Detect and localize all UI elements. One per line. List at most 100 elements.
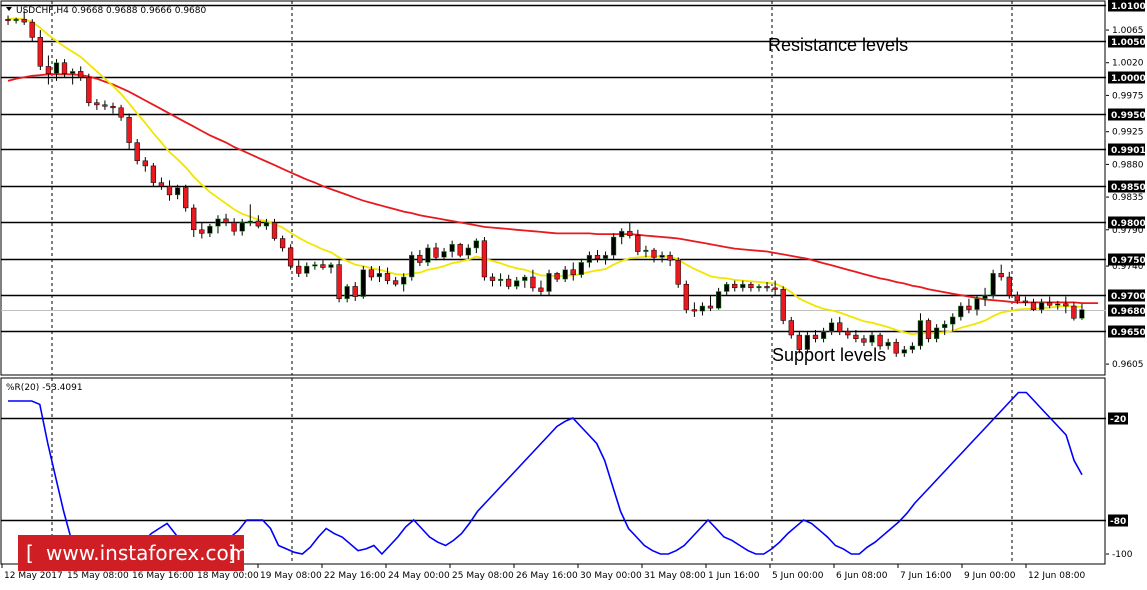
candle-body-28 <box>231 222 237 232</box>
candle-0 <box>5 15 11 25</box>
candle-body-46 <box>376 273 383 278</box>
candle-body-12 <box>102 104 108 107</box>
candle-72 <box>586 251 593 268</box>
candle-body-123 <box>998 273 1004 278</box>
candle-body-99 <box>804 334 811 350</box>
candle-54 <box>441 247 447 261</box>
candle-body-92 <box>748 283 754 289</box>
candle-body-84 <box>683 283 689 310</box>
candle-body-19 <box>158 182 165 187</box>
candle-body-54 <box>441 251 447 258</box>
candle-74 <box>602 251 609 265</box>
candle-body-15 <box>126 116 132 143</box>
level-label-0.9950: 0.9950 <box>1111 111 1146 121</box>
candle-body-86 <box>699 305 706 312</box>
candle-39 <box>320 260 326 270</box>
candle-body-57 <box>465 247 471 256</box>
xtick-label-3: 18 May 00:00 <box>197 571 259 581</box>
candle-111 <box>901 345 907 357</box>
candle-body-31 <box>255 220 261 227</box>
candle-body-24 <box>199 229 205 234</box>
level-label-box-1.0100 <box>1108 0 1145 12</box>
candle-124 <box>1006 271 1012 299</box>
candle-24 <box>199 222 205 239</box>
candle-15 <box>126 113 132 150</box>
candle-76 <box>619 228 625 245</box>
candle-body-51 <box>417 254 423 263</box>
candle-82 <box>667 251 673 267</box>
candle-body-43 <box>352 286 358 297</box>
watermark-box <box>18 535 244 571</box>
candle-94 <box>764 282 770 292</box>
main-panel-frame <box>0 0 1106 376</box>
candle-body-34 <box>279 238 286 249</box>
candle-body-129 <box>1046 302 1053 306</box>
candle-117 <box>950 313 956 332</box>
ytick-label-0.9975: 0.9975 <box>1112 91 1144 101</box>
candle-5 <box>45 55 52 85</box>
xtick-label-8: 26 May 16:00 <box>516 571 578 581</box>
candle-body-106 <box>861 338 867 343</box>
candle-2 <box>21 10 27 25</box>
watermark-bracket-left: [ <box>26 541 34 565</box>
candle-body-69 <box>562 269 568 280</box>
candle-body-120 <box>974 298 980 310</box>
candle-71 <box>578 258 584 278</box>
resistance-annotation: Resistance levels <box>768 35 908 55</box>
candle-8 <box>69 68 76 85</box>
candle-19 <box>158 177 165 190</box>
wr-level-box--20 <box>1108 412 1128 425</box>
candle-body-50 <box>409 254 415 278</box>
candle-12 <box>102 100 108 110</box>
candle-body-90 <box>732 283 738 289</box>
candle-55 <box>449 240 455 258</box>
level-label-box-0.9750 <box>1108 253 1145 266</box>
candle-66 <box>538 280 544 296</box>
candle-body-70 <box>570 269 576 276</box>
candle-127 <box>1030 298 1037 312</box>
xtick-label-9: 30 May 00:00 <box>580 571 642 581</box>
candle-78 <box>635 229 641 256</box>
candle-63 <box>514 276 520 290</box>
candle-106 <box>861 335 867 346</box>
candle-body-9 <box>78 71 84 78</box>
watermark-text: www.instaforex.com <box>46 541 248 565</box>
xtick-label-16: 12 Jun 08:00 <box>1028 571 1085 581</box>
candle-body-100 <box>812 334 819 339</box>
candle-body-79 <box>643 249 649 252</box>
candle-body-80 <box>651 249 657 258</box>
candle-body-101 <box>820 331 827 339</box>
candle-30 <box>247 204 253 227</box>
candle-body-10 <box>86 77 92 103</box>
candle-body-4 <box>37 37 43 67</box>
candle-body-42 <box>344 286 350 299</box>
candle-body-115 <box>933 327 940 339</box>
candle-body-81 <box>659 254 665 258</box>
candle-body-128 <box>1038 302 1045 310</box>
xtick-label-14: 7 Jun 16:00 <box>900 571 952 581</box>
wr-level-label--80: -80 <box>1110 517 1126 527</box>
candle-body-58 <box>473 240 479 249</box>
candle-body-39 <box>320 264 326 268</box>
ytick-label-0.9605: 0.9605 <box>1112 360 1144 370</box>
candle-75 <box>610 233 617 259</box>
candle-body-67 <box>546 273 552 292</box>
moving-average-yellow <box>7 17 1082 336</box>
candle-body-76 <box>619 230 625 238</box>
candle-body-74 <box>602 254 609 260</box>
candle-body-97 <box>788 320 794 336</box>
candle-50 <box>409 251 415 281</box>
candle-body-21 <box>174 187 181 196</box>
candle-43 <box>352 282 358 301</box>
wr-level-label--20: -20 <box>1110 415 1126 425</box>
candle-body-110 <box>893 342 899 354</box>
candle-body-53 <box>433 247 439 258</box>
candle-38 <box>312 261 318 270</box>
candle-93 <box>756 284 762 292</box>
ytick-label-0.9740: 0.9740 <box>1112 262 1144 272</box>
candle-body-121 <box>982 294 988 299</box>
candle-44 <box>360 266 366 299</box>
candle-64 <box>522 274 528 288</box>
candle-45 <box>368 266 375 281</box>
candle-body-116 <box>942 323 948 329</box>
